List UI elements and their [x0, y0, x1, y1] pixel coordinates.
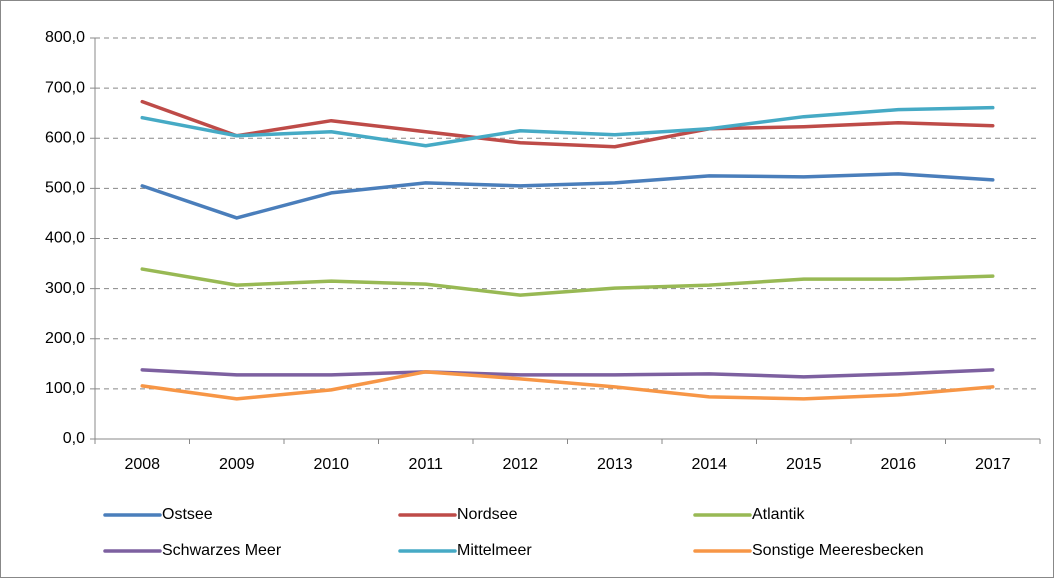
legend-label: Ostsee: [162, 506, 213, 523]
legend-label: Nordsee: [457, 506, 518, 523]
y-tick-label: 500,0: [45, 180, 85, 197]
y-tick-label: 800,0: [45, 29, 85, 46]
legend-label: Mittelmeer: [457, 542, 532, 559]
x-tick-label: 2015: [786, 456, 822, 473]
x-tick-label: 2009: [219, 456, 255, 473]
y-tick-label: 300,0: [45, 280, 85, 297]
x-tick-label: 2008: [124, 456, 160, 473]
series-line: [140, 172, 995, 220]
y-tick-label: 0,0: [63, 430, 85, 447]
x-tick-label: 2017: [975, 456, 1011, 473]
y-tick-label: 600,0: [45, 129, 85, 146]
y-tick-label: 700,0: [45, 79, 85, 96]
x-tick-label: 2014: [691, 456, 727, 473]
legend-label: Schwarzes Meer: [162, 542, 282, 559]
series-line: [140, 105, 995, 148]
x-tick-label: 2011: [409, 456, 444, 473]
legend-label: Sonstige Meeresbecken: [752, 542, 924, 559]
series-line: [140, 99, 995, 149]
series-line: [140, 370, 995, 401]
x-tick-label: 2012: [502, 456, 538, 473]
x-tick-label: 2010: [313, 456, 349, 473]
series-line: [140, 368, 995, 379]
y-tick-label: 100,0: [45, 380, 85, 397]
series-line: [140, 267, 995, 297]
y-tick-label: 200,0: [45, 330, 85, 347]
legend-label: Atlantik: [752, 506, 805, 523]
x-tick-label: 2016: [880, 456, 916, 473]
x-tick-label: 2013: [597, 456, 633, 473]
y-tick-label: 400,0: [45, 230, 85, 247]
